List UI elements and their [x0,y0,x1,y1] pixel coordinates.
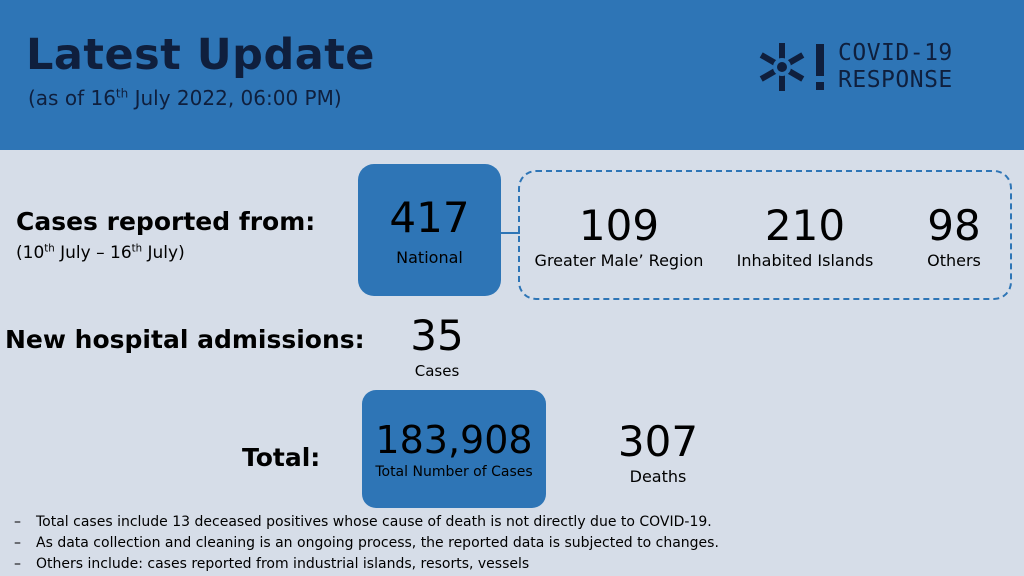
region-stat-greater-male: 109 Greater Male’ Region [530,202,708,272]
footnote-item: – Others include: cases reported from ind… [14,554,719,575]
hospital-admissions-label: New hospital admissions: [5,325,365,354]
region-label: Greater Male’ Region [534,251,704,270]
connector-line [501,232,520,234]
footnote-bullet: – [14,535,21,551]
national-cases-label: National [396,248,463,267]
logo-line-1: COVID-19 [838,40,953,66]
header-banner: Latest Update (as of 16th July 2022, 06:… [0,0,1024,150]
region-stat-others: 98 Others [908,202,1000,272]
covid-response-logo: COVID-19 RESPONSE [756,38,986,96]
hospital-admissions-value: 35 [410,311,464,360]
footnote-text: Total cases include 13 deceased positive… [36,514,712,530]
footnote-item: – As data collection and cleaning is an o… [14,533,719,554]
footnote-item: – Total cases include 13 deceased positiv… [14,512,719,533]
hospital-admissions-unit: Cases [414,362,460,380]
national-cases-value: 417 [389,193,470,242]
total-label: Total: [242,443,321,472]
cases-reported-label: Cases reported from: [16,207,316,236]
region-value: 210 [764,201,846,250]
logo-line-2: RESPONSE [838,67,953,93]
footnote-text: As data collection and cleaning is an on… [36,535,719,551]
footnote-bullet: – [14,514,21,530]
region-stat-inhabited-islands: 210 Inhabited Islands [730,202,880,272]
total-cases-box: 183,908 Total Number of Cases [362,390,546,508]
total-cases-value: 183,908 [375,418,533,462]
deaths-stat: 307 Deaths [608,418,708,488]
footnote-bullet: – [14,556,21,572]
national-cases-box: 417 National [358,164,501,296]
hospital-admissions-stat: 35 Cases [395,312,479,382]
logo-text: COVID-19 RESPONSE [838,40,953,94]
snowflake-alert-icon [759,43,824,91]
page-subtitle: (as of 16th July 2022, 06:00 PM) [28,86,342,110]
date-range: (10th July – 16th July) [16,243,185,263]
footnotes: – Total cases include 13 deceased positiv… [14,512,719,575]
region-label: Inhabited Islands [736,251,874,270]
region-value: 109 [578,201,660,250]
footnote-text: Others include: cases reported from indu… [36,556,530,572]
region-label: Others [927,251,981,270]
region-breakdown-box [518,170,1012,300]
total-cases-label: Total Number of Cases [375,464,533,480]
region-value: 98 [927,201,981,250]
deaths-value: 307 [617,417,699,466]
page-title: Latest Update [26,30,375,80]
deaths-label: Deaths [629,467,687,486]
